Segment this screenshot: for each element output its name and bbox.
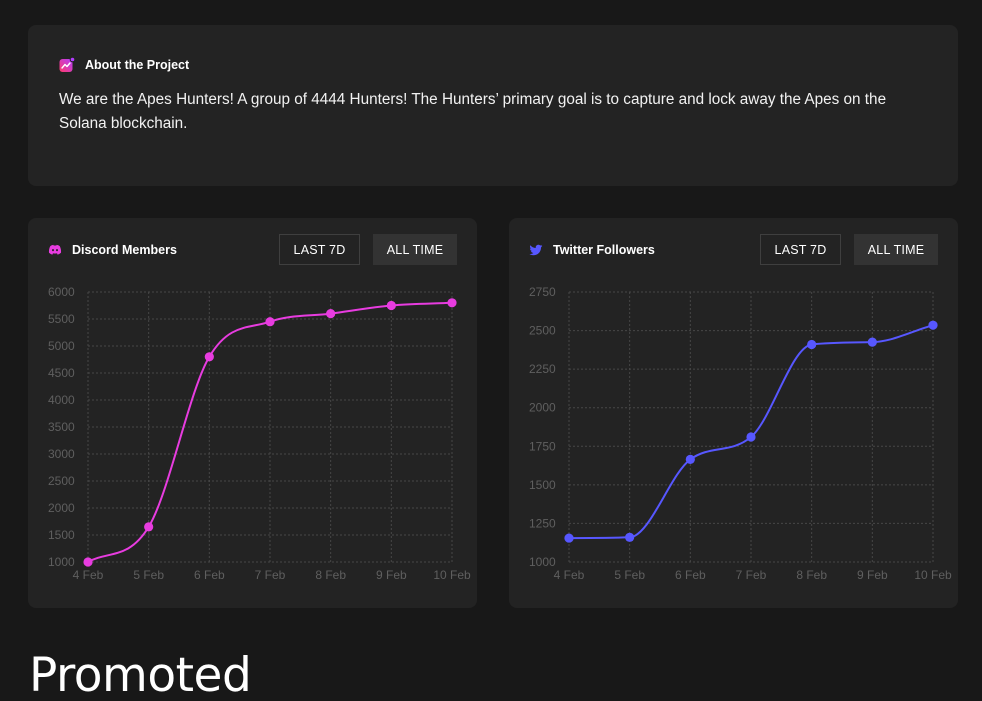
- discord-y-tick-label: 6000: [48, 285, 75, 299]
- twitter-last-7d-tab[interactable]: LAST 7D: [760, 234, 841, 265]
- promoted-heading: Promoted: [29, 648, 252, 701]
- twitter-x-tick-label: 7 Feb: [736, 568, 767, 582]
- twitter-y-tick-label: 2000: [529, 401, 556, 415]
- twitter-range-tabs: LAST 7D ALL TIME: [760, 234, 938, 265]
- discord-x-tick-label: 10 Feb: [433, 568, 471, 582]
- twitter-icon: [529, 244, 543, 256]
- discord-y-tick-label: 5000: [48, 339, 75, 353]
- about-card: About the Project We are the Apes Hunter…: [28, 25, 958, 186]
- discord-card-header: Discord Members: [48, 242, 177, 258]
- discord-y-tick-label: 2500: [48, 474, 75, 488]
- twitter-data-point[interactable]: [685, 454, 695, 464]
- discord-data-point[interactable]: [144, 522, 154, 532]
- twitter-data-point[interactable]: [867, 337, 877, 347]
- about-header: About the Project: [59, 57, 189, 73]
- about-description: We are the Apes Hunters! A group of 4444…: [59, 91, 887, 132]
- twitter-x-tick-label: 8 Feb: [796, 568, 827, 582]
- about-title: About the Project: [85, 58, 190, 72]
- twitter-y-tick-label: 2250: [529, 362, 556, 376]
- discord-data-point[interactable]: [204, 352, 214, 362]
- twitter-followers-card: 1000 1250 1500 1750 2000 2250 2500 2750 4 Feb 5 F…: [509, 218, 958, 608]
- discord-x-tick-label: 8 Feb: [315, 568, 346, 582]
- twitter-x-tick-label: 5 Feb: [614, 568, 645, 582]
- chart-icon: [59, 57, 75, 72]
- twitter-x-tick-label: 4 Feb: [554, 568, 585, 582]
- discord-x-tick-label: 5 Feb: [133, 568, 164, 582]
- twitter-y-tick-label: 2500: [529, 324, 556, 338]
- twitter-y-tick-label: 1250: [529, 516, 556, 530]
- discord-last-7d-tab[interactable]: LAST 7D: [279, 234, 360, 265]
- discord-y-tick-label: 1500: [48, 528, 75, 542]
- twitter-y-tick-label: 2750: [529, 285, 556, 299]
- twitter-x-tick-label: 10 Feb: [914, 568, 952, 582]
- discord-y-tick-label: 5500: [48, 312, 75, 326]
- discord-y-tick-label: 3500: [48, 420, 75, 434]
- discord-x-tick-label: 4 Feb: [73, 568, 104, 582]
- discord-data-point[interactable]: [447, 298, 457, 308]
- twitter-x-tick-label: 9 Feb: [857, 568, 888, 582]
- twitter-card-title: Twitter Followers: [553, 243, 655, 257]
- twitter-data-point[interactable]: [807, 339, 817, 350]
- twitter-y-tick-label: 1500: [529, 478, 556, 492]
- discord-data-point[interactable]: [83, 557, 93, 567]
- discord-y-tick-label: 2000: [48, 501, 75, 515]
- twitter-data-point[interactable]: [928, 320, 938, 330]
- twitter-followers-chart: 1000 1250 1500 1750 2000 2250 2500 2750 4 Feb 5 F…: [529, 285, 952, 582]
- discord-icon: [48, 244, 62, 255]
- twitter-y-tick-label: 1000: [529, 555, 556, 569]
- discord-x-tick-label: 7 Feb: [255, 568, 286, 582]
- twitter-all-time-tab[interactable]: ALL TIME: [854, 234, 938, 265]
- discord-data-point[interactable]: [265, 317, 275, 327]
- discord-x-tick-label: 9 Feb: [376, 568, 407, 582]
- twitter-y-tick-label: 1750: [529, 439, 556, 453]
- discord-y-tick-label: 4500: [48, 366, 75, 380]
- discord-members-card: 1000 1500 2000 2500 3000 3500 4000 4500 5000 5500…: [28, 218, 477, 608]
- discord-y-tick-label: 1000: [48, 555, 75, 569]
- twitter-data-point[interactable]: [625, 532, 635, 542]
- discord-y-tick-label: 4000: [48, 393, 75, 407]
- discord-card-title: Discord Members: [72, 243, 177, 257]
- discord-y-tick-label: 3000: [48, 447, 75, 461]
- twitter-data-point[interactable]: [564, 533, 574, 543]
- twitter-card-header: Twitter Followers: [529, 242, 655, 258]
- discord-data-point[interactable]: [326, 309, 336, 319]
- discord-range-tabs: LAST 7D ALL TIME: [279, 234, 457, 265]
- discord-data-point[interactable]: [386, 300, 396, 311]
- twitter-data-point[interactable]: [746, 432, 756, 442]
- discord-members-chart: 1000 1500 2000 2500 3000 3500 4000 4500 5000 5500…: [48, 285, 471, 582]
- discord-all-time-tab[interactable]: ALL TIME: [373, 234, 457, 265]
- twitter-x-tick-label: 6 Feb: [675, 568, 706, 582]
- discord-x-tick-label: 6 Feb: [194, 568, 225, 582]
